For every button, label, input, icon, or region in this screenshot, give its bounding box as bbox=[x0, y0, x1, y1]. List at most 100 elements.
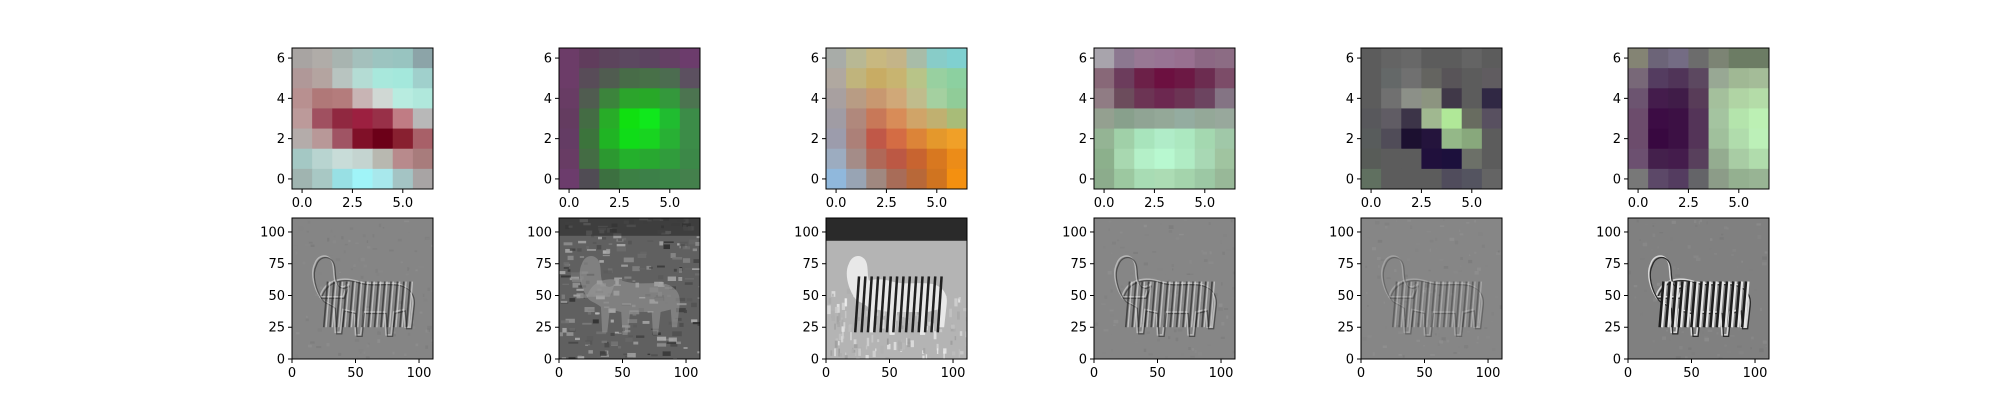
heatmap-cell-r4-c3 bbox=[886, 129, 907, 150]
heatmap-cell-r5-c3 bbox=[1154, 149, 1175, 170]
filter-6-heatmap-ytick-label: 6 bbox=[1613, 52, 1621, 67]
heatmap-cell-r1-c2 bbox=[332, 68, 353, 89]
filter-3-feature-map-ytick-label: 100 bbox=[794, 225, 819, 240]
heatmap-cell-r1-c0 bbox=[826, 68, 847, 89]
heatmap-cell-r4-c2 bbox=[1401, 129, 1422, 150]
heatmap-cell-r3-c1 bbox=[1381, 108, 1402, 129]
heatmap-cell-r5-c0 bbox=[292, 149, 313, 170]
heatmap-cell-r4-c1 bbox=[579, 129, 600, 150]
heatmap-cell-r3-c5 bbox=[1729, 108, 1750, 129]
filter-6-heatmap-ytick-label: 4 bbox=[1613, 92, 1621, 107]
heatmap-cell-r0-c5 bbox=[1462, 48, 1483, 69]
heatmap-cell-r1-c1 bbox=[846, 68, 867, 89]
heatmap-cell-r2-c5 bbox=[660, 88, 681, 109]
heatmap-cell-r0-c0 bbox=[1094, 48, 1115, 69]
heatmap-cell-r5-c4 bbox=[640, 149, 661, 170]
filter-1-heatmap-xtick-label: 2.5 bbox=[342, 196, 363, 211]
heatmap-cell-r5-c3 bbox=[886, 149, 907, 170]
heatmap-cell-r0-c4 bbox=[907, 48, 928, 69]
heatmap-cell-r0-c1 bbox=[1381, 48, 1402, 69]
filter-4-feature-map-ytick-label: 50 bbox=[1070, 289, 1087, 304]
heatmap-cell-r1-c2 bbox=[599, 68, 620, 89]
heatmap-cell-r4-c0 bbox=[1094, 129, 1115, 150]
heatmap-cell-r0-c0 bbox=[292, 48, 313, 69]
filter-1-feature-map-axes: 0 50 1000255075100 bbox=[260, 218, 435, 381]
heatmap-cell-r2-c0 bbox=[1094, 88, 1115, 109]
heatmap-cell-r0-c1 bbox=[1114, 48, 1135, 69]
heatmap-cell-r1-c5 bbox=[393, 68, 414, 89]
heatmap-cell-r1-c0 bbox=[1361, 68, 1382, 89]
heatmap-cell-r0-c6 bbox=[413, 48, 434, 69]
heatmap-cell-r3-c0 bbox=[559, 108, 580, 129]
filter-5-heatmap-ytick-label: 2 bbox=[1346, 132, 1354, 147]
heatmap-cell-r3-c6 bbox=[1749, 108, 1770, 129]
heatmap-cell-r3-c2 bbox=[1401, 108, 1422, 129]
filter-3-heatmap-axes: 0.0 2.5 5.00246 bbox=[811, 48, 968, 211]
heatmap-cell-r1-c6 bbox=[680, 68, 701, 89]
heatmap-cell-r4-c6 bbox=[413, 129, 434, 150]
heatmap-cell-r5-c4 bbox=[1709, 149, 1730, 170]
filter-4-feature-map-ytick-label: 75 bbox=[1070, 257, 1087, 272]
filter-4-feature-map-ytick-label: 25 bbox=[1070, 321, 1087, 336]
heatmap-cell-r4-c3 bbox=[1154, 129, 1175, 150]
heatmap-cell-r0-c4 bbox=[1709, 48, 1730, 69]
heatmap-cell-r2-c2 bbox=[332, 88, 353, 109]
heatmap-cell-r4-c6 bbox=[947, 129, 968, 150]
heatmap-cell-r3-c0 bbox=[826, 108, 847, 129]
heatmap-cell-r4-c0 bbox=[826, 129, 847, 150]
heatmap-cell-r3-c5 bbox=[393, 108, 414, 129]
heatmap-cell-r6-c5 bbox=[393, 169, 414, 190]
filter-5-heatmap-axes: 0.0 2.5 5.0 0 2 4 6 bbox=[1346, 48, 1503, 211]
filter-1-heatmap-axes: 0.0 2.5 5.0 0 2 4 6 bbox=[277, 48, 434, 211]
filter-5-feature-map-ytick-label: 25 bbox=[1337, 321, 1354, 336]
heatmap-cell-r0-c5 bbox=[1729, 48, 1750, 69]
heatmap-cell-r3-c5 bbox=[660, 108, 681, 129]
filter-5-feature-map-ytick-label: 0 bbox=[1346, 353, 1354, 368]
filter-6-feature-map-xtick-label: 50 bbox=[1683, 366, 1700, 381]
filter-3-heatmap-ytick-label: 2 bbox=[811, 132, 819, 147]
filter-2-heatmap-ytick-label: 4 bbox=[544, 92, 552, 107]
heatmap-cell-r3-c0 bbox=[1628, 108, 1649, 129]
filter-5-feature-map-xtick-label: 50 bbox=[1416, 366, 1433, 381]
filter-5-feature-map-ytick-label: 50 bbox=[1337, 289, 1354, 304]
heatmap-cell-r1-c6 bbox=[1749, 68, 1770, 89]
heatmap-cell-r4-c2 bbox=[599, 129, 620, 150]
heatmap-cell-r0-c6 bbox=[1749, 48, 1770, 69]
heatmap-cell-r6-c6 bbox=[1482, 169, 1503, 190]
filter-2-feature-map-ytick-label: 75 bbox=[535, 257, 552, 272]
heatmap-cell-r3-c4 bbox=[1709, 108, 1730, 129]
heatmap-cell-r4-c6 bbox=[1482, 129, 1503, 150]
heatmap-cell-r6-c0 bbox=[1361, 169, 1382, 190]
heatmap-cell-r3-c1 bbox=[579, 108, 600, 129]
filter-5-feature-map-ytick-label: 100 bbox=[1329, 225, 1354, 240]
heatmap-cell-r2-c0 bbox=[826, 88, 847, 109]
filter-6-feature-map-xtick-label: 0 bbox=[1624, 366, 1632, 381]
heatmap-cell-r5-c6 bbox=[1215, 149, 1236, 170]
heatmap-cell-r3-c5 bbox=[927, 108, 948, 129]
heatmap-cell-r0-c5 bbox=[927, 48, 948, 69]
heatmap-cell-r5-c2 bbox=[1134, 149, 1155, 170]
heatmap-cell-r1-c5 bbox=[1729, 68, 1750, 89]
heatmap-cell-r5-c1 bbox=[312, 149, 333, 170]
heatmap-cell-r4-c3 bbox=[1421, 129, 1442, 150]
filter-5-feature-map-image bbox=[1361, 218, 1507, 360]
filter-2-feature-map-xtick-label: 0 bbox=[555, 366, 563, 381]
heatmap-cell-r1-c6 bbox=[1482, 68, 1503, 89]
heatmap-cell-r3-c4 bbox=[907, 108, 928, 129]
heatmap-cell-r5-c0 bbox=[1094, 149, 1115, 170]
heatmap-cell-r0-c4 bbox=[1175, 48, 1196, 69]
heatmap-cell-r2-c2 bbox=[866, 88, 887, 109]
heatmap-cell-r5-c6 bbox=[413, 149, 434, 170]
heatmap-cell-r2-c3 bbox=[1421, 88, 1442, 109]
filter-6-feature-map-image bbox=[1628, 218, 1770, 363]
heatmap-cell-r3-c2 bbox=[1134, 108, 1155, 129]
heatmap-cell-r3-c1 bbox=[312, 108, 333, 129]
heatmap-cell-r6-c5 bbox=[660, 169, 681, 190]
heatmap-cell-r6-c3 bbox=[619, 169, 640, 190]
heatmap-cell-r3-c3 bbox=[1688, 108, 1709, 129]
heatmap-cell-r1-c1 bbox=[579, 68, 600, 89]
heatmap-cell-r5-c5 bbox=[1195, 149, 1216, 170]
heatmap-cell-r2-c5 bbox=[1462, 88, 1483, 109]
heatmap-cell-r2-c1 bbox=[1648, 88, 1669, 109]
heatmap-cell-r0-c4 bbox=[373, 48, 394, 69]
